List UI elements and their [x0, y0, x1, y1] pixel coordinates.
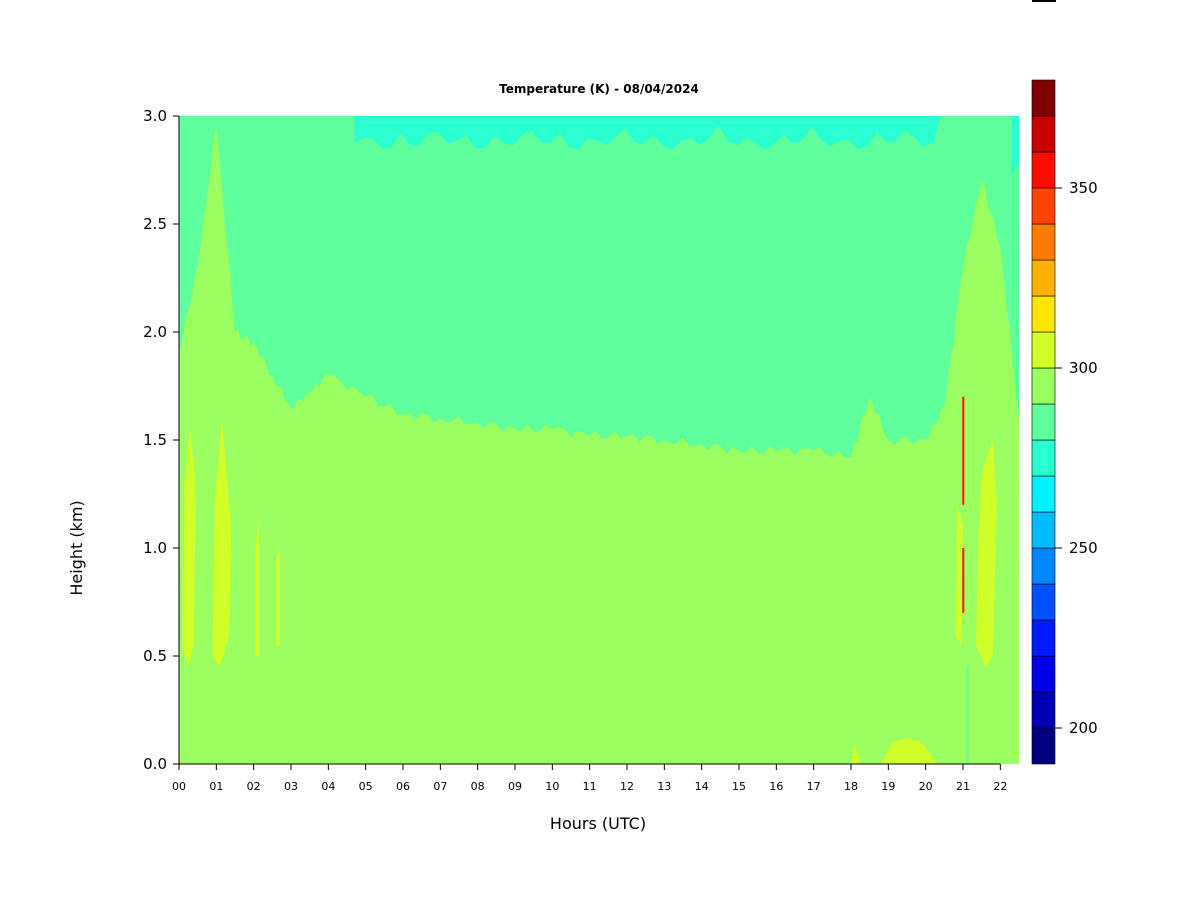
colorbar-segment [1031, 655, 1056, 693]
x-tick-label: 04 [321, 780, 335, 793]
colorbar-tick-label: 250 [1069, 539, 1098, 557]
x-axis-label: Hours (UTC) [550, 814, 646, 833]
heatmap-top-fringe [354, 116, 941, 150]
colorbar-tick-label: 300 [1069, 359, 1098, 377]
x-tick-label: 02 [247, 780, 261, 793]
colorbar-segment [1031, 259, 1056, 297]
x-tick-label: 01 [209, 780, 223, 793]
x-tick-label: 05 [359, 780, 373, 793]
y-tick-label: 0.5 [143, 647, 167, 665]
colorbar: 200 250 300 350 [1031, 79, 1098, 765]
x-tick-label: 08 [471, 780, 485, 793]
colorbar-segment [1031, 403, 1056, 441]
colorbar-tick-label: 200 [1069, 719, 1098, 737]
heatmap-warm-pocket [851, 742, 861, 764]
x-tick-label: 06 [396, 780, 410, 793]
colorbar-segment [1031, 583, 1056, 621]
colorbar-segment [1031, 295, 1056, 333]
colorbar-segment [1031, 331, 1056, 369]
x-tick-label: 11 [583, 780, 597, 793]
y-axis-label: Height (km) [67, 500, 86, 595]
colorbar-segment [1031, 511, 1056, 549]
heatmap-warm-pocket [182, 429, 196, 667]
heatmap-warm-pocket [955, 504, 963, 646]
colorbar-segment [1031, 151, 1056, 189]
x-tick-label: 22 [993, 780, 1007, 793]
x-tick-label: 09 [508, 780, 522, 793]
heatmap-warm-pocket [976, 440, 997, 667]
colorbar-segment [1031, 475, 1056, 513]
heatmap-upper-layer [179, 116, 1019, 459]
heatmap-warm-pocket [276, 548, 280, 646]
colorbar-segment [1031, 547, 1056, 585]
y-tick-label: 2.5 [143, 215, 167, 233]
y-axis: 0.0 0.5 1.0 1.5 2.0 2.5 3.0 [143, 107, 180, 773]
colorbar-segment [1031, 691, 1056, 729]
colorbar-segment [1031, 187, 1056, 225]
x-tick-label: 15 [732, 780, 746, 793]
x-tick-label: 00 [172, 780, 186, 793]
y-tick-label: 1.5 [143, 431, 167, 449]
heatmap-warm-pocket [255, 515, 260, 656]
colorbar-segment [1031, 727, 1056, 765]
x-tick-label: 10 [545, 780, 559, 793]
x-tick-label: 13 [657, 780, 671, 793]
y-tick-label: 3.0 [143, 107, 167, 125]
colorbar-segment [1031, 115, 1056, 153]
x-tick-label: 14 [695, 780, 709, 793]
plot-area [179, 116, 1019, 764]
x-tick-label: 16 [769, 780, 783, 793]
heatmap-streak [962, 396, 965, 505]
x-tick-label: 20 [919, 780, 933, 793]
colorbar-segment [1031, 79, 1056, 117]
x-tick-label: 19 [881, 780, 895, 793]
colorbar-segment [1031, 367, 1056, 405]
colorbar-segment [1031, 223, 1056, 261]
heatmap-streak [966, 666, 969, 764]
colorbar-segment [1031, 439, 1056, 477]
y-tick-label: 2.0 [143, 323, 167, 341]
heatmap-streak [962, 548, 965, 613]
colorbar-tick-label: 350 [1069, 179, 1098, 197]
x-tick-label: 21 [956, 780, 970, 793]
x-tick-label: 17 [807, 780, 821, 793]
x-tick-label: 03 [284, 780, 298, 793]
colorbar-segment [1031, 619, 1056, 657]
x-tick-label: 07 [433, 780, 447, 793]
y-tick-label: 1.0 [143, 539, 167, 557]
x-tick-label: 12 [620, 780, 634, 793]
heatmap-warm-pocket [212, 418, 232, 667]
x-axis: 00 01 02 03 04 05 06 07 08 09 10 11 12 13 14 15 16 17 18 19… [172, 763, 1007, 793]
x-tick-label: 18 [844, 780, 858, 793]
chart-title: Temperature (K) - 08/04/2024 [499, 82, 699, 96]
corner-mark [1032, 0, 1056, 2]
heatmap-top-fringe-right [1011, 116, 1019, 176]
y-tick-label: 0.0 [143, 755, 167, 773]
heatmap-warm-pocket [880, 738, 937, 764]
